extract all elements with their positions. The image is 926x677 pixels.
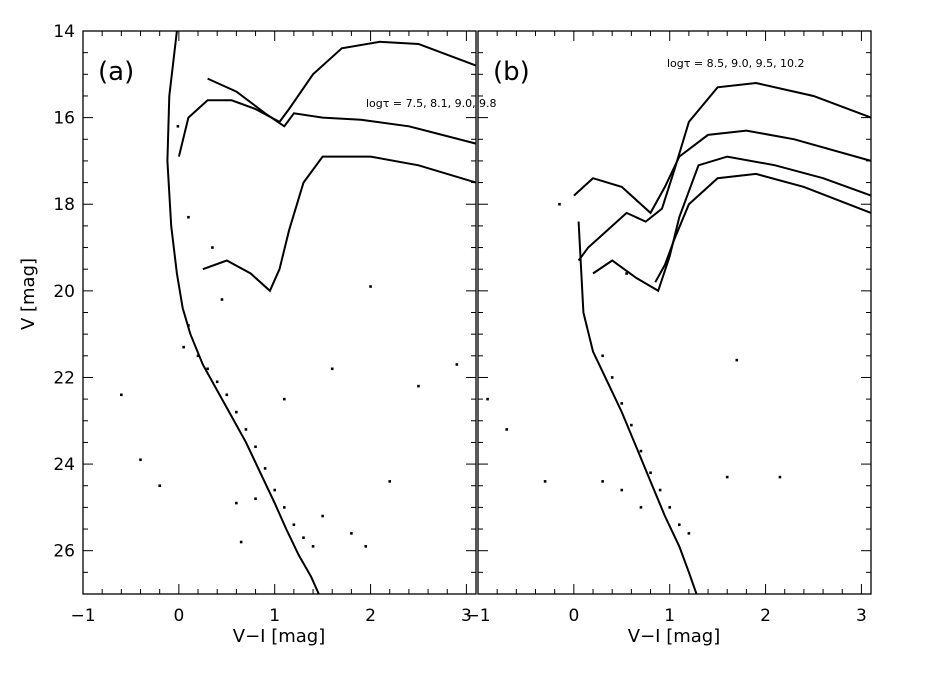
x-axis-label-a: V−I [mag]	[233, 626, 325, 647]
data-point	[735, 358, 739, 362]
y-tick-label: 14	[53, 22, 75, 42]
data-point	[282, 506, 286, 509]
data-point	[630, 423, 633, 427]
isochrone-line	[202, 155, 477, 293]
data-point	[321, 514, 324, 518]
data-point	[610, 376, 614, 379]
panel-a: −1 0 1 2 3 14 16 18 20 22 24 26	[53, 22, 477, 626]
data-point	[369, 285, 372, 288]
data-point	[120, 393, 123, 397]
x-tick-label: 0	[173, 606, 184, 626]
annotation-b: logτ = 8.5, 9.0, 9.5, 10.2	[667, 57, 805, 70]
panel-label-b: (b)	[493, 57, 530, 87]
y-tick-label: 18	[53, 195, 75, 215]
data-point	[225, 393, 229, 397]
data-point	[350, 532, 353, 535]
data-point	[220, 298, 224, 301]
data-point	[235, 501, 238, 505]
panel-label-a: (a)	[98, 57, 134, 87]
data-point	[182, 345, 185, 349]
isochrone-line	[654, 172, 872, 283]
isochrone-line	[573, 129, 872, 215]
data-point	[639, 506, 643, 509]
data-point	[176, 124, 180, 128]
y-tick-label: 20	[53, 282, 75, 302]
data-point	[455, 363, 459, 366]
data-point	[620, 402, 624, 405]
isochrone-line	[166, 30, 320, 595]
data-point	[388, 480, 392, 483]
x-tick-label: −1	[465, 606, 490, 626]
data-point	[139, 458, 142, 462]
isochrone-line	[577, 221, 698, 595]
x-tick-label: 2	[365, 606, 376, 626]
data-point	[658, 488, 662, 492]
isochrone-line	[577, 81, 872, 262]
x-tick-label: 3	[856, 606, 867, 626]
data-point	[239, 540, 243, 544]
data-point	[620, 488, 624, 492]
data-point	[158, 484, 161, 488]
data-point	[601, 354, 604, 358]
plot-frame	[82, 30, 477, 595]
data-point	[601, 480, 604, 483]
data-point	[244, 428, 248, 431]
data-point	[625, 272, 628, 275]
data-point	[668, 506, 672, 509]
data-point	[273, 488, 277, 492]
y-tick-label: 24	[53, 455, 75, 475]
x-tick-label: 3	[461, 606, 472, 626]
isochrone-line	[207, 77, 477, 145]
x-tick-label: 0	[568, 606, 579, 626]
data-point	[778, 475, 782, 479]
data-point	[649, 471, 652, 475]
y-tick-label: 26	[53, 542, 75, 562]
data-point	[196, 354, 200, 358]
data-point	[211, 246, 214, 249]
isochrone-line	[592, 155, 872, 293]
data-point	[187, 324, 190, 327]
data-point	[505, 428, 509, 431]
data-point	[254, 497, 257, 501]
data-point	[330, 367, 334, 371]
data-point	[263, 467, 267, 470]
y-tick-label: 16	[53, 109, 75, 129]
data-point	[687, 532, 691, 535]
data-point	[311, 545, 315, 548]
data-point	[215, 380, 219, 384]
x-axis-label-b: V−I [mag]	[628, 626, 720, 647]
data-point	[677, 523, 681, 527]
isochrone-line	[177, 40, 477, 157]
data-point	[206, 367, 209, 371]
panel-b: −1 0 1 2 3	[465, 30, 872, 626]
annotation-a: logτ = 7.5, 8.1, 9.0, 9.8	[366, 97, 497, 110]
data-point	[543, 480, 547, 483]
data-point	[282, 397, 286, 401]
data-point	[417, 384, 420, 388]
data-point	[187, 215, 190, 219]
x-tick-label: −1	[70, 606, 95, 626]
data-point	[486, 397, 489, 401]
x-tick-label: 1	[664, 606, 675, 626]
data-point	[235, 410, 238, 414]
data-point	[639, 449, 643, 453]
data-point	[254, 445, 257, 449]
x-tick-label: 2	[760, 606, 771, 626]
data-point	[364, 545, 368, 548]
plot-frame	[477, 30, 872, 595]
y-axis-label: V [mag]	[18, 258, 39, 330]
data-point	[302, 536, 305, 539]
data-point	[558, 202, 561, 206]
y-tick-label: 22	[53, 368, 75, 388]
data-point	[725, 475, 729, 479]
data-point	[292, 523, 296, 527]
x-tick-label: 1	[269, 606, 280, 626]
